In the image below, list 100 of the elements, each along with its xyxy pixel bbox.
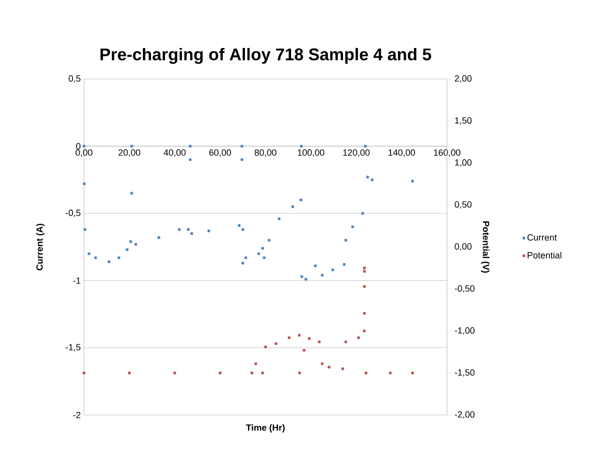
point <box>82 144 86 148</box>
point <box>129 240 132 243</box>
y2-tick-label: -2,00 <box>454 411 475 419</box>
point <box>300 198 302 202</box>
point <box>126 248 128 251</box>
point <box>366 176 369 178</box>
point <box>240 158 244 161</box>
point <box>108 260 110 264</box>
y-tick-label: 0,5 <box>68 75 80 83</box>
x-tick-label: 60,00 <box>209 149 231 157</box>
point <box>134 243 138 246</box>
point <box>364 372 368 374</box>
point <box>262 256 266 260</box>
x-tick-label: 0,00 <box>76 149 92 157</box>
point <box>351 226 354 228</box>
point <box>82 182 86 186</box>
y-tick-label: 0 <box>76 143 80 150</box>
point <box>342 263 346 266</box>
point <box>190 232 194 235</box>
point <box>331 268 334 272</box>
y-tick-label: -1 <box>73 278 80 284</box>
y2-tick-label: 0,50 <box>454 201 472 209</box>
point <box>302 349 306 352</box>
point <box>188 144 192 148</box>
point <box>363 312 366 315</box>
point <box>130 144 133 148</box>
point <box>118 256 120 260</box>
point <box>304 278 308 281</box>
point <box>82 372 86 374</box>
y2-tick-label: -1,00 <box>454 327 475 335</box>
point <box>244 256 248 260</box>
point <box>278 217 280 220</box>
point <box>261 247 264 250</box>
point <box>128 372 131 374</box>
point <box>314 264 317 268</box>
point <box>411 372 414 374</box>
point <box>274 342 278 345</box>
point <box>218 372 222 374</box>
x-tick-label: 80,00 <box>254 149 276 157</box>
point <box>84 228 86 231</box>
y2-tick-label: 2,00 <box>454 75 472 83</box>
x-tick-label: 20,00 <box>118 149 140 157</box>
point <box>328 366 330 368</box>
point <box>238 224 240 227</box>
point <box>411 180 414 182</box>
legend-label: Potential <box>528 252 562 258</box>
point <box>178 228 181 231</box>
legend-label: Current <box>527 234 557 241</box>
point <box>357 336 360 339</box>
x-tick-label: 120,00 <box>343 149 370 157</box>
point <box>362 330 366 332</box>
point <box>173 372 176 374</box>
point <box>363 266 366 270</box>
point <box>300 144 303 148</box>
point <box>188 158 192 161</box>
point <box>250 372 254 374</box>
point <box>288 336 290 339</box>
point <box>300 275 304 278</box>
y2-axis-title: Potential (V) <box>481 221 490 273</box>
point <box>130 192 133 195</box>
point <box>388 372 392 374</box>
point <box>370 178 374 182</box>
y-tick-label: -0,5 <box>66 210 80 218</box>
point <box>344 340 348 344</box>
point <box>291 205 294 208</box>
point <box>240 144 244 148</box>
y2-tick-label: 1,50 <box>455 117 472 125</box>
point <box>158 236 160 239</box>
point <box>320 362 324 366</box>
point <box>261 372 264 374</box>
x-tick-label: 140,00 <box>388 149 415 157</box>
y-tick-label: -2 <box>73 412 80 418</box>
point <box>298 372 301 374</box>
y2-tick-label: 1,00 <box>455 159 472 167</box>
point <box>364 144 367 148</box>
point <box>242 228 244 231</box>
x-axis-title: Time (Hr) <box>246 424 285 433</box>
y-axis-title: Current (A) <box>36 224 45 270</box>
point <box>363 270 366 273</box>
point <box>308 337 311 340</box>
point <box>264 346 267 348</box>
point <box>268 238 270 242</box>
point <box>320 274 324 277</box>
x-tick-label: 40,00 <box>164 149 186 157</box>
point <box>254 362 258 366</box>
x-tick-label: 100,00 <box>298 149 324 157</box>
point <box>187 228 190 231</box>
y2-tick-label: -1,50 <box>454 369 475 377</box>
point <box>344 238 348 242</box>
y-tick-label: -1,5 <box>66 344 80 352</box>
x-tick-label: 160,00 <box>434 149 460 157</box>
point <box>361 212 364 215</box>
point <box>363 285 366 288</box>
y2-tick-label: 0,00 <box>454 243 472 251</box>
point <box>257 252 260 255</box>
chart-title: Pre-charging of Alloy 718 Sample 4 and 5 <box>100 48 432 64</box>
point <box>88 252 90 255</box>
point <box>341 367 344 370</box>
point <box>298 334 301 336</box>
point <box>207 230 210 232</box>
